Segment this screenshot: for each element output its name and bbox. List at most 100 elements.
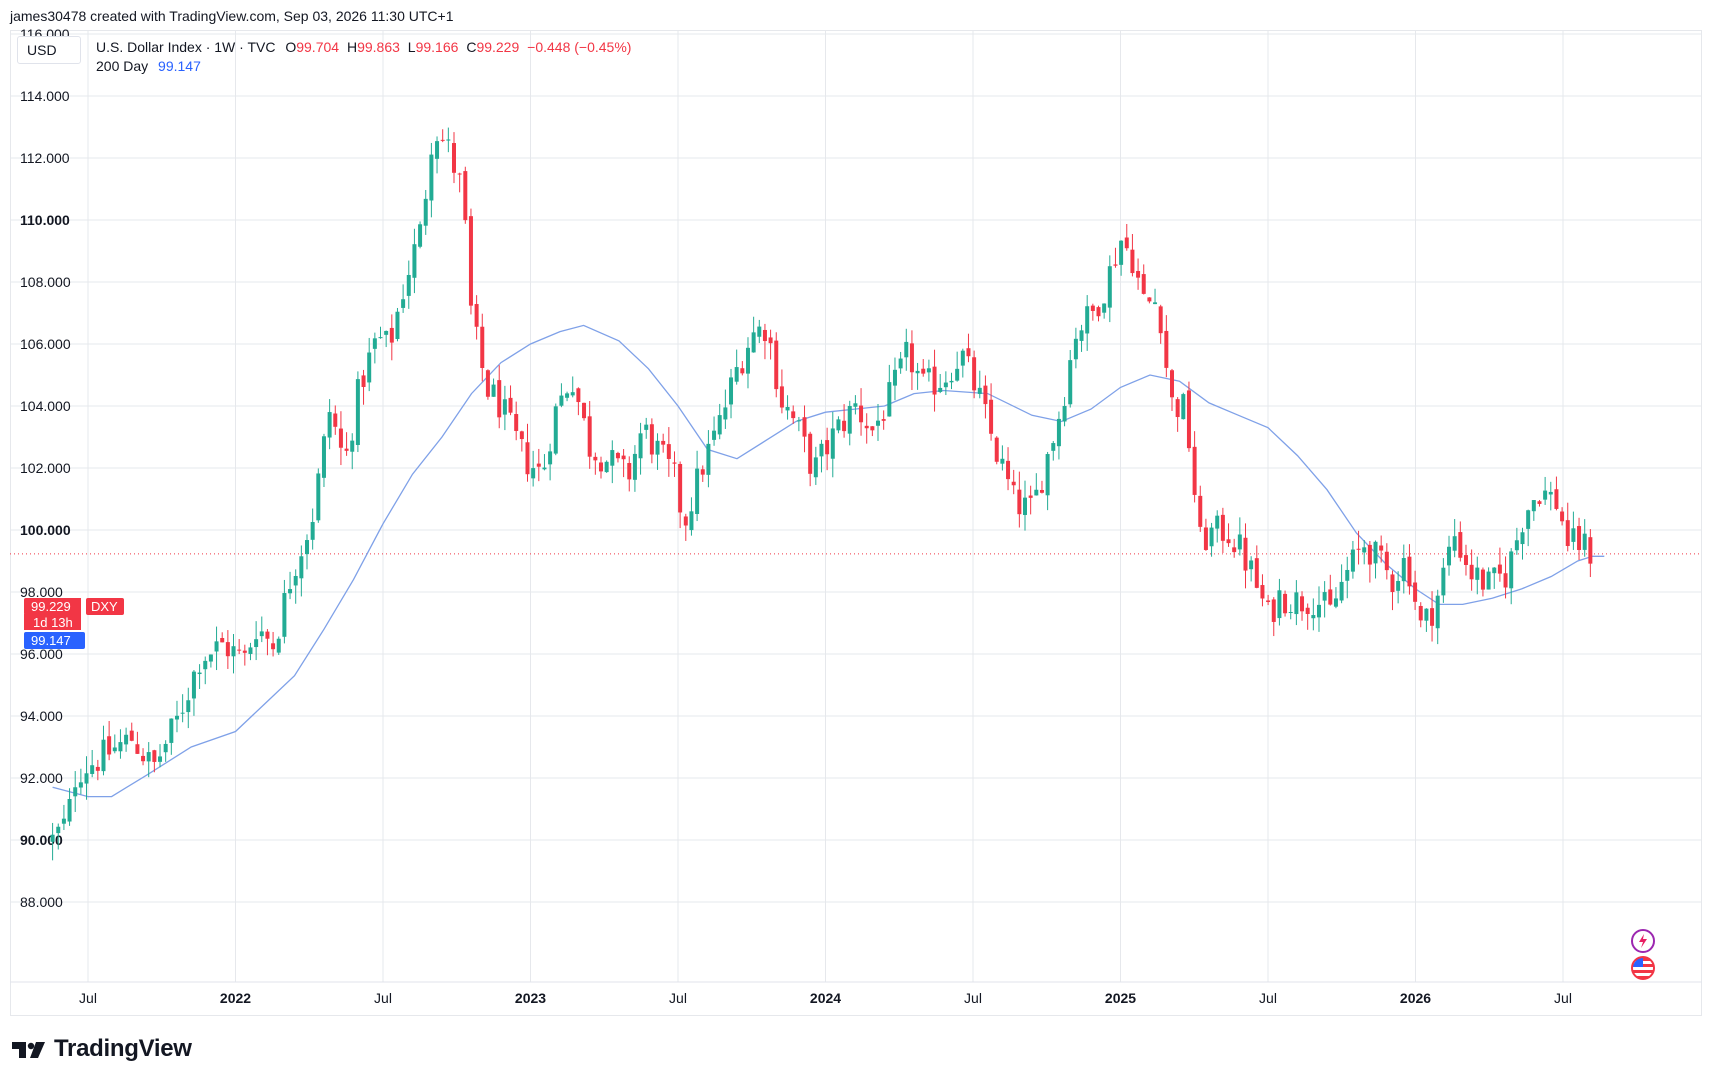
candle-body [1435, 595, 1440, 629]
candle-down [1560, 507, 1565, 526]
currency-button[interactable]: USD [17, 36, 81, 64]
candle-up [892, 357, 897, 401]
candle-up [288, 571, 293, 600]
candle-down [921, 359, 926, 377]
candle-body [734, 367, 739, 382]
candle-body [265, 631, 270, 639]
candle-body [1045, 454, 1050, 496]
candle-up [446, 127, 451, 153]
candle-body [1198, 495, 1203, 527]
candle-up [1452, 519, 1457, 558]
candle-body [1390, 574, 1395, 593]
candle-up [1062, 397, 1067, 427]
candle-body [1452, 536, 1457, 551]
x-tick-label: Jul [669, 990, 687, 1006]
open-value: 99.704 [296, 39, 340, 55]
candle-body [1537, 501, 1542, 504]
candle-body [565, 393, 570, 398]
candle-body [1509, 551, 1514, 589]
candle-down [1192, 431, 1197, 503]
candle-up [401, 284, 406, 313]
candle-up [203, 656, 208, 685]
candle-up [276, 636, 281, 655]
candle-body [321, 436, 326, 478]
tradingview-brand[interactable]: TradingView [12, 1035, 192, 1063]
candle-body [73, 787, 78, 797]
candle-body [785, 406, 790, 411]
candle-body [1153, 302, 1158, 305]
candle-body [446, 139, 451, 141]
candle-body [1243, 537, 1248, 571]
candle-up [197, 664, 202, 689]
candle-body [367, 352, 372, 383]
candle-body [1237, 534, 1242, 550]
candle-up [853, 395, 858, 415]
candle-down [1384, 543, 1389, 580]
candle-down [1407, 544, 1412, 595]
candle-up [435, 136, 440, 174]
candle-body [819, 443, 824, 457]
candle-up [943, 371, 948, 396]
candle-body [78, 782, 83, 788]
candle-up [1073, 327, 1078, 369]
candle-down [1011, 469, 1016, 495]
chart-frame [10, 30, 1702, 1016]
candle-body [1164, 330, 1169, 368]
low-label: L [407, 39, 416, 55]
candle-up [904, 328, 909, 371]
candle-down [338, 411, 343, 466]
candle-up [1514, 527, 1519, 555]
candle-down [1226, 523, 1231, 547]
candle-up [124, 727, 129, 752]
candle-body [1017, 489, 1022, 515]
candle-body [531, 468, 536, 479]
candle-up [73, 771, 78, 813]
candle-up [1068, 349, 1073, 408]
candle-up [898, 351, 903, 374]
candle-down [593, 452, 598, 475]
candle-body [745, 347, 750, 374]
candle-up [1000, 445, 1005, 471]
candle-body [859, 405, 864, 423]
candle-up [231, 634, 236, 674]
candle-body [712, 430, 717, 440]
candle-down [842, 404, 847, 438]
ticker-tag: DXY [86, 598, 124, 615]
candle-body [548, 451, 553, 465]
symbol-name[interactable]: U.S. Dollar Index · 1W · TVC [96, 39, 276, 55]
candle-body [129, 730, 134, 741]
bolt-icon[interactable] [1631, 929, 1655, 953]
candle-up [1447, 535, 1452, 576]
candle-body [1181, 394, 1186, 420]
open-label: O [285, 39, 297, 55]
candle-body [559, 395, 564, 406]
candle-body [932, 366, 937, 395]
candle-up [655, 433, 660, 470]
x-tick-label: 2023 [515, 990, 546, 1006]
candle-down [864, 413, 869, 444]
candle-down [95, 759, 100, 781]
candle-body [1056, 418, 1061, 447]
candle-up [1102, 303, 1107, 319]
candle-body [757, 326, 762, 337]
candle-body [825, 440, 830, 455]
candle-body [107, 736, 112, 755]
x-tick-label: Jul [1554, 990, 1572, 1006]
ma-legend[interactable]: 200 Day 99.147 [96, 58, 201, 74]
candle-up [1034, 473, 1039, 496]
candle-down [1113, 247, 1118, 268]
candle-down [135, 731, 140, 754]
x-tick-label: Jul [1259, 990, 1277, 1006]
candle-body [1339, 581, 1344, 601]
candle-body [502, 399, 507, 415]
y-tick-label: 104.000 [20, 398, 71, 414]
candle-up [248, 642, 253, 661]
candle-up [1548, 481, 1553, 511]
candle-body [972, 357, 977, 391]
us-flag-icon[interactable] [1631, 956, 1655, 980]
candle-down [1367, 541, 1372, 583]
candle-body [208, 654, 213, 662]
change-value: −0.448 (−0.45%) [527, 39, 632, 55]
candle-down [1266, 594, 1271, 606]
